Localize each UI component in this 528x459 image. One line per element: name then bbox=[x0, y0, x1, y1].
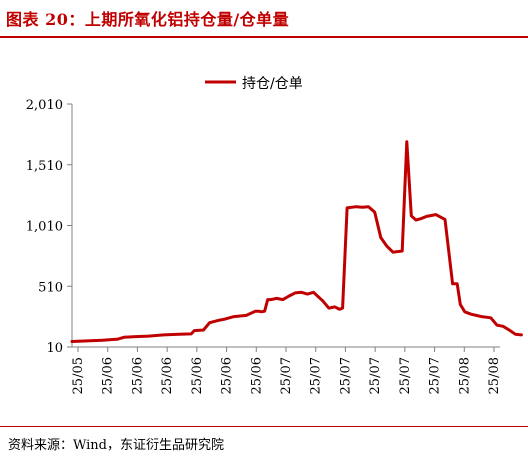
x-tick-label: 25/07 bbox=[279, 357, 294, 394]
x-tick-label: 25/06 bbox=[249, 357, 264, 394]
x-tick-label: 25/05 bbox=[71, 357, 86, 394]
y-tick-label: 1,010 bbox=[26, 220, 63, 235]
y-tick-label: 1,510 bbox=[26, 159, 63, 174]
series-line bbox=[70, 140, 523, 343]
y-tick-label: 510 bbox=[38, 280, 63, 295]
x-tick-label: 25/07 bbox=[309, 357, 324, 394]
x-tick-label: 25/06 bbox=[101, 357, 116, 394]
y-tick-label: 10 bbox=[46, 341, 63, 356]
x-tick-label: 25/06 bbox=[190, 357, 205, 394]
y-axis: 10 510 1,010 1,510 2,010 bbox=[26, 98, 73, 356]
x-tick-label: 25/08 bbox=[487, 357, 502, 394]
legend-label: 持仓/仓单 bbox=[242, 76, 303, 92]
chart-title: 图表 20：上期所氧化铝持仓量/仓单量 bbox=[6, 10, 290, 29]
top-rule bbox=[0, 36, 528, 38]
x-tick-label: 25/06 bbox=[160, 357, 175, 394]
legend: 持仓/仓单 bbox=[205, 76, 303, 92]
x-tick-label: 25/07 bbox=[428, 357, 443, 394]
x-tick-label: 25/07 bbox=[398, 357, 413, 394]
source-note: 资料来源：Wind，东证衍生品研究院 bbox=[8, 438, 224, 453]
bottom-rule bbox=[0, 426, 528, 427]
x-tick-label: 25/06 bbox=[220, 357, 235, 394]
x-tick-label: 25/08 bbox=[457, 357, 472, 394]
y-tick-label: 2,010 bbox=[26, 98, 63, 113]
x-tick-label: 25/07 bbox=[338, 357, 353, 394]
x-tick-label: 25/06 bbox=[130, 357, 145, 394]
x-axis: 25/05 25/06 25/06 25/06 25/06 25/06 25/06 25/07… bbox=[71, 346, 502, 394]
x-tick-label: 25/07 bbox=[368, 357, 383, 394]
